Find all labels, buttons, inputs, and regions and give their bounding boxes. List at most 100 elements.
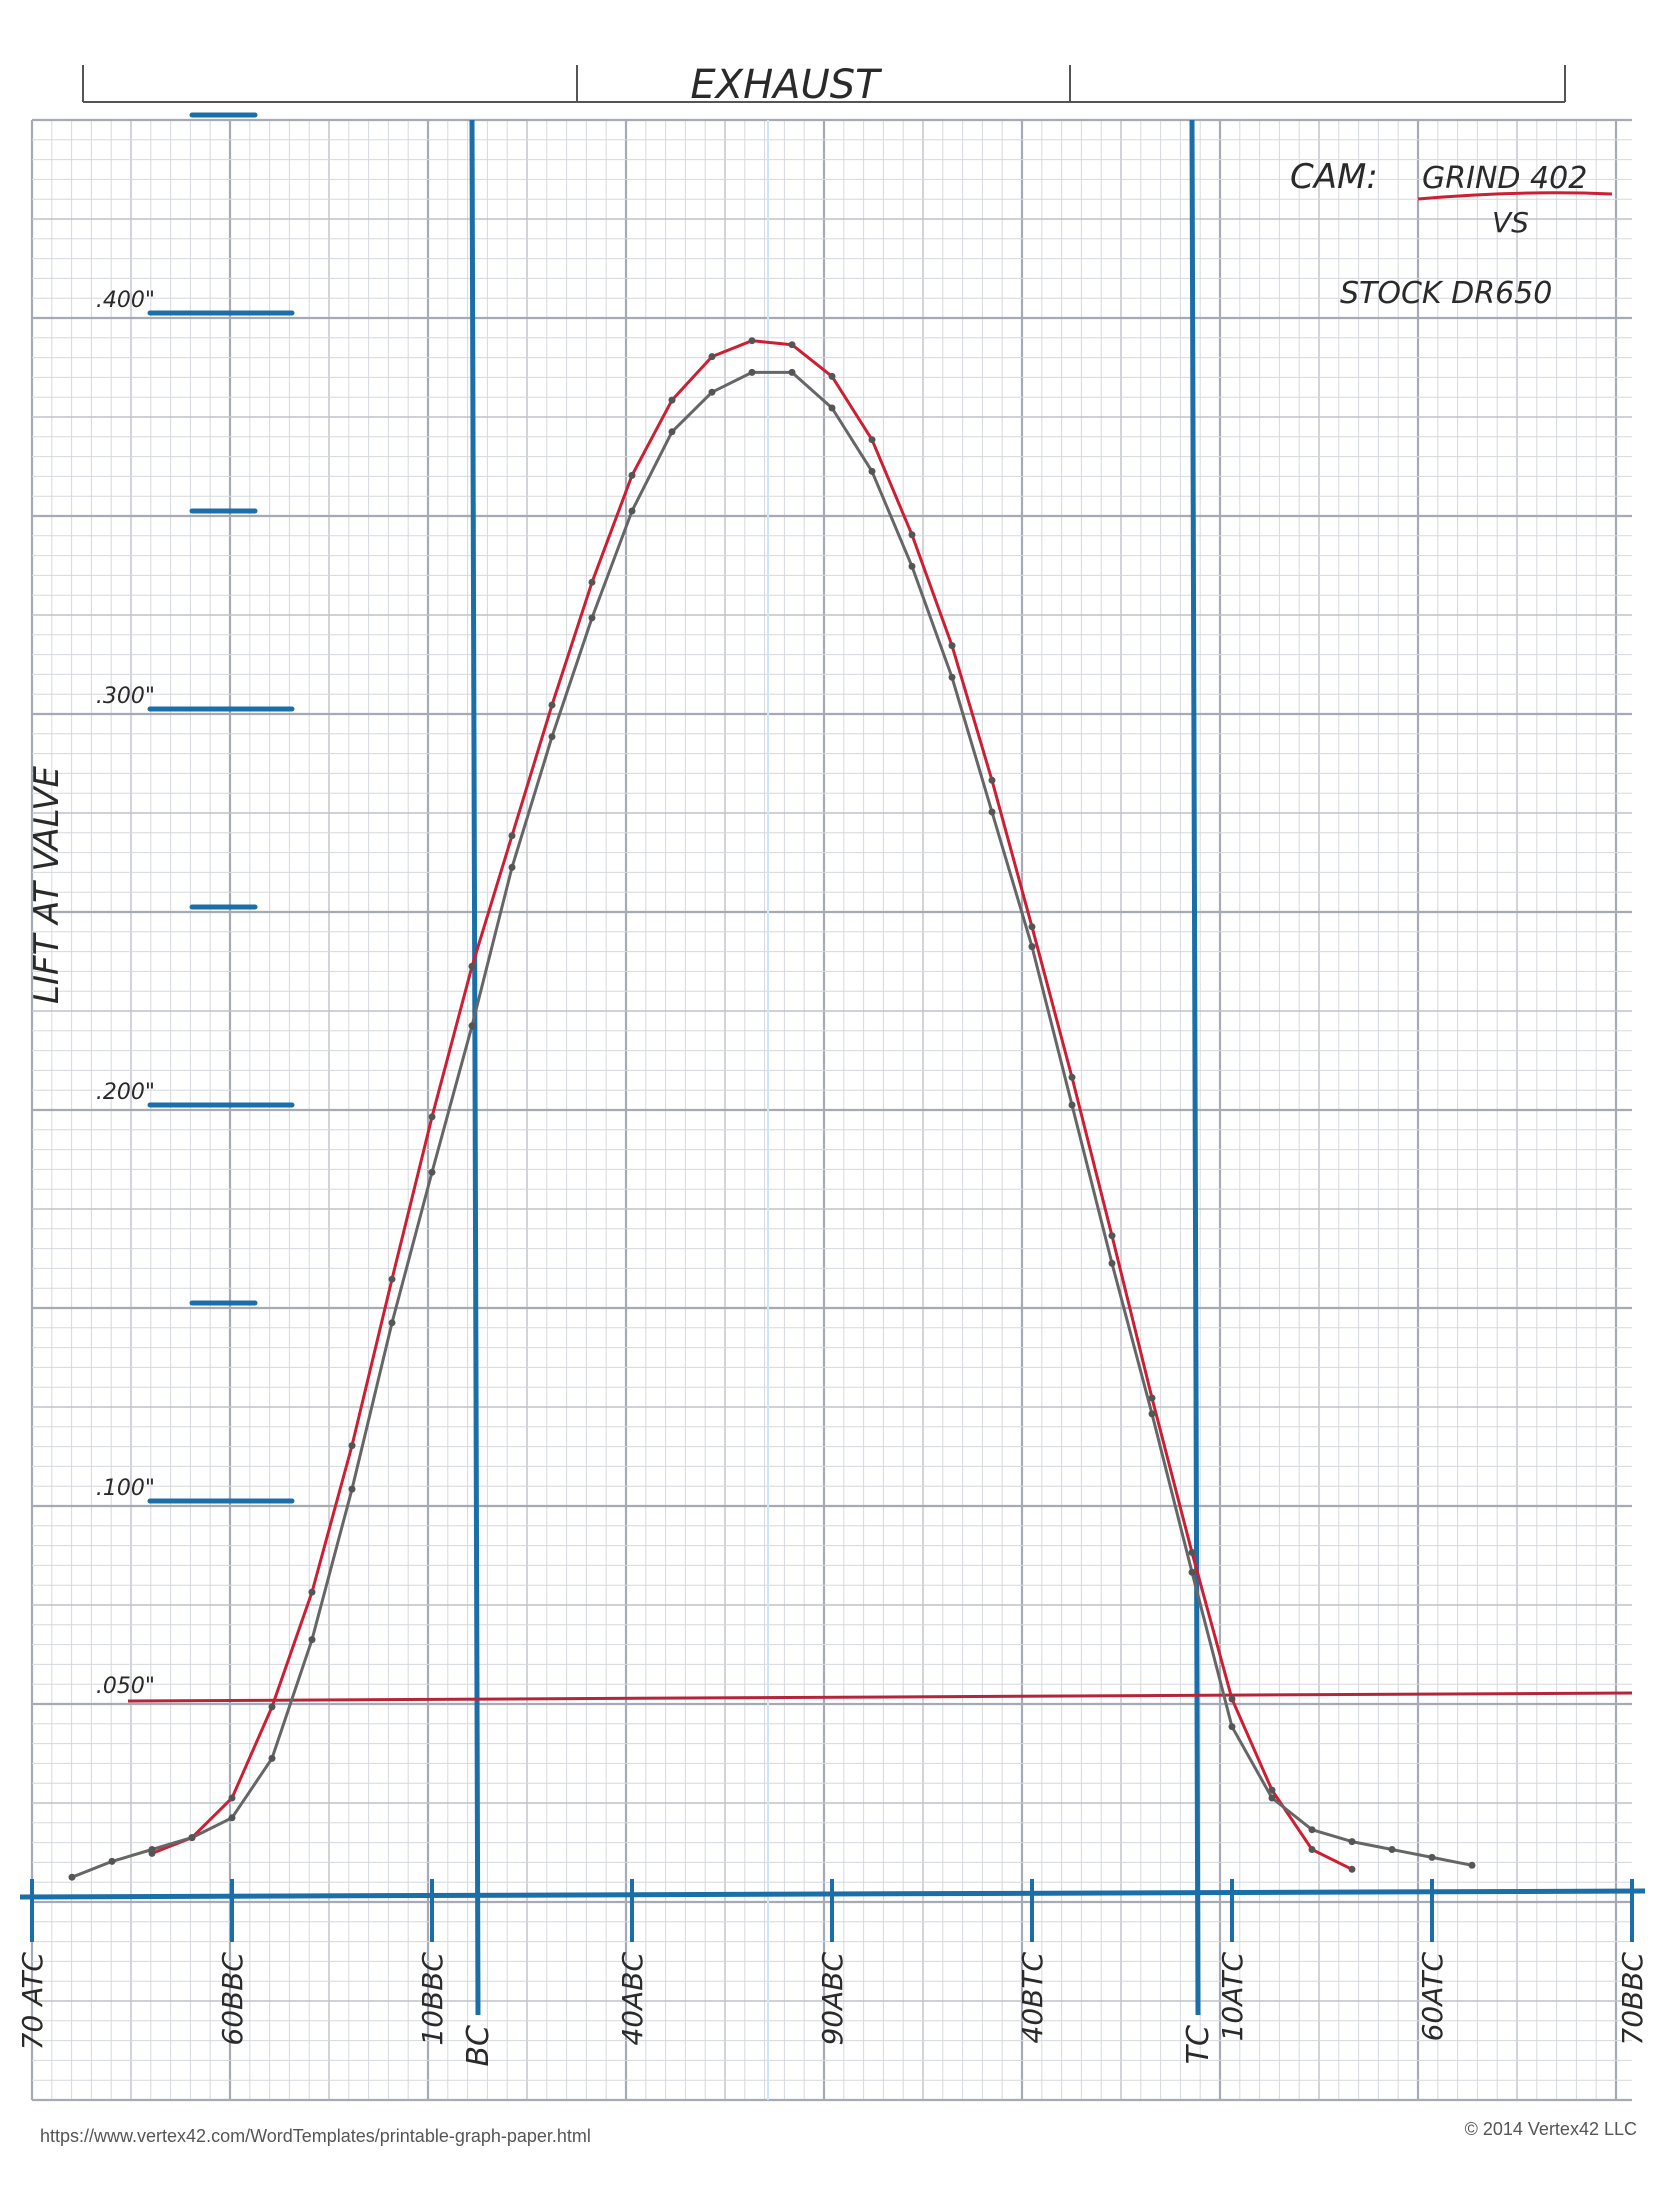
data-point: [948, 642, 956, 650]
x-tick-label: 40BTC: [1016, 1952, 1049, 2044]
data-point: [428, 1168, 436, 1176]
data-point: [1108, 1232, 1116, 1240]
data-point: [1108, 1259, 1116, 1267]
x-tick-label: 60ATC: [1416, 1952, 1449, 2042]
data-point: [228, 1814, 236, 1822]
data-point: [828, 372, 836, 380]
threshold-line: [127, 1691, 1633, 1703]
x-tick-label: 10BBC: [416, 1952, 449, 2046]
data-point: [1308, 1846, 1316, 1853]
data-point: [188, 1834, 196, 1842]
stock-label: STOCK DR650: [1340, 276, 1552, 311]
data-point: [1028, 923, 1036, 931]
data-point: [828, 404, 836, 412]
data-point: [1468, 1861, 1476, 1869]
y-tick-label: .200": [96, 1080, 155, 1105]
marker-line: [469, 119, 481, 2016]
data-point: [868, 467, 876, 475]
data-point: [988, 808, 996, 816]
data-point: [228, 1794, 236, 1802]
data-point: [428, 1113, 436, 1121]
data-point: [628, 507, 636, 515]
data-point: [668, 428, 676, 436]
data-point: [308, 1636, 316, 1644]
data-point: [988, 776, 996, 784]
data-point: [1148, 1394, 1156, 1402]
y-axis-ticks: .400" .300" .200" .100" .050": [96, 112, 295, 1699]
data-point: [1228, 1723, 1236, 1731]
y-tick-label: .050": [96, 1674, 155, 1699]
marker-label: BC: [461, 2025, 496, 2067]
data-point: [548, 701, 556, 709]
data-point: [908, 562, 916, 570]
data-point: [1228, 1695, 1236, 1703]
marker-label: TC: [1181, 2025, 1216, 2064]
data-point: [1308, 1826, 1316, 1834]
data-point: [948, 673, 956, 681]
data-point: [708, 353, 716, 361]
data-point: [348, 1442, 356, 1450]
chart-title: EXHAUST: [690, 62, 883, 108]
data-point: [308, 1588, 316, 1596]
data-point: [1348, 1838, 1356, 1846]
data-point: [1068, 1073, 1076, 1081]
data-point: [268, 1754, 276, 1762]
data-point: [588, 614, 596, 622]
grid: [30, 118, 1632, 2102]
data-point: [388, 1319, 396, 1327]
data-point: [1348, 1865, 1356, 1873]
data-point: [1428, 1853, 1436, 1861]
data-point: [1188, 1549, 1196, 1556]
cam-annotation: CAM: GRIND 402 VS STOCK DR650: [1290, 157, 1613, 311]
data-point: [68, 1873, 76, 1881]
data-point: [348, 1485, 356, 1493]
y-axis-label: LIFT AT VALVE: [27, 766, 67, 1004]
cam-label: CAM:: [1290, 157, 1378, 197]
data-point: [908, 531, 916, 539]
data-point: [388, 1275, 396, 1283]
data-point: [148, 1846, 156, 1853]
data-point: [548, 733, 556, 741]
series-line: [151, 339, 1353, 1871]
data-point: [1028, 943, 1036, 951]
data-point: [748, 368, 756, 376]
data-point: [628, 471, 636, 479]
data-point: [468, 1022, 476, 1030]
data-point: [1388, 1846, 1396, 1853]
data-point: [708, 388, 716, 396]
x-tick-label: 10ATC: [1216, 1952, 1249, 2042]
data-point: [468, 962, 476, 970]
x-tick-label: 90ABC: [816, 1952, 849, 2046]
y-tick-label: .400": [96, 288, 155, 313]
x-tick-label: 40ABC: [616, 1952, 649, 2046]
data-point: [1148, 1410, 1156, 1418]
data-point: [1068, 1101, 1076, 1109]
marker-line: [1189, 119, 1201, 2016]
footer-copyright: © 2014 Vertex42 LLC: [1465, 2119, 1637, 2139]
position-markers: BC TC: [461, 119, 1216, 2067]
data-point: [668, 396, 676, 404]
vs-label: VS: [1492, 206, 1529, 239]
data-point: [268, 1703, 276, 1711]
data-point: [868, 436, 876, 444]
data-point: [748, 337, 756, 345]
x-tick-label: 60BBC: [216, 1952, 249, 2046]
cam-name-underline: [1417, 191, 1613, 201]
x-tick-label: 70 ATC: [16, 1952, 49, 2051]
x-axis: 70 ATC 60BBC 10BBC 40ABC 90ABC 40BTC 10ATC 60AT…: [16, 1879, 1649, 2050]
data-point: [788, 368, 796, 376]
data-point: [508, 863, 516, 871]
y-tick-label: .100": [96, 1476, 155, 1501]
data-point: [1268, 1794, 1276, 1802]
series-lines: [68, 337, 1476, 1881]
header-bracket: [82, 65, 1566, 103]
data-point: [508, 832, 516, 840]
cam-name: GRIND 402: [1422, 161, 1587, 196]
data-point: [588, 578, 596, 586]
series-line: [71, 370, 1473, 1879]
data-point: [1188, 1568, 1196, 1576]
data-point: [788, 341, 796, 349]
data-point: [108, 1857, 116, 1865]
threshold-line: [127, 1691, 1633, 1703]
